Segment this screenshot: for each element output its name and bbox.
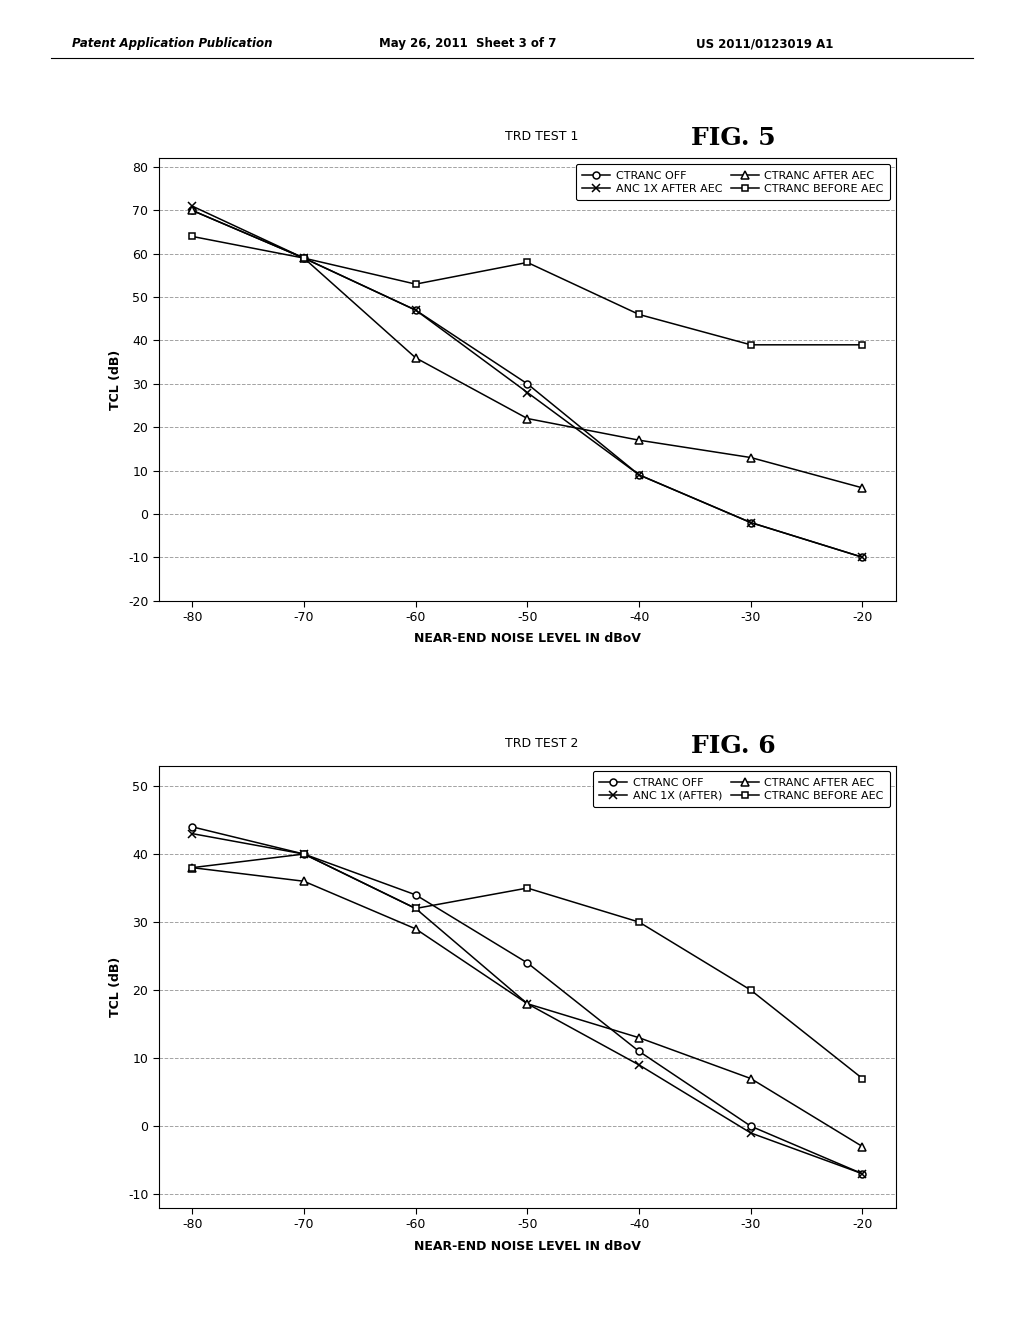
Line: CTRANC BEFORE AEC: CTRANC BEFORE AEC [188,232,866,348]
CTRANC BEFORE AEC [298,251,310,267]
CTRANC BEFORE AEC [521,880,534,896]
CTRANC AFTER AEC [856,480,868,496]
CTRANC BEFORE AEC [856,1071,868,1086]
CTRANC AFTER AEC [298,874,310,890]
CTRANC AFTER AEC [633,1030,645,1045]
CTRANC OFF [521,954,534,970]
CTRANC OFF [410,302,422,318]
CTRANC AFTER AEC [410,921,422,937]
CTRANC BEFORE AEC [856,337,868,352]
CTRANC BEFORE AEC [186,228,199,244]
CTRANC BEFORE AEC [298,846,310,862]
CTRANC OFF [856,549,868,565]
CTRANC AFTER AEC [521,411,534,426]
ANC 1X (AFTER) [521,995,534,1011]
Line: ANC 1X AFTER AEC: ANC 1X AFTER AEC [188,202,866,561]
CTRANC OFF [298,846,310,862]
X-axis label: NEAR-END NOISE LEVEL IN dBoV: NEAR-END NOISE LEVEL IN dBoV [414,632,641,645]
Text: Patent Application Publication: Patent Application Publication [72,37,272,50]
Text: FIG. 5: FIG. 5 [691,127,776,150]
Legend: CTRANC OFF, ANC 1X AFTER AEC, CTRANC AFTER AEC, CTRANC BEFORE AEC: CTRANC OFF, ANC 1X AFTER AEC, CTRANC AFT… [575,164,891,201]
CTRANC AFTER AEC [633,432,645,447]
CTRANC OFF [298,251,310,267]
Line: CTRANC AFTER AEC: CTRANC AFTER AEC [188,863,866,1151]
CTRANC OFF [633,1043,645,1059]
X-axis label: NEAR-END NOISE LEVEL IN dBoV: NEAR-END NOISE LEVEL IN dBoV [414,1239,641,1253]
Line: ANC 1X (AFTER): ANC 1X (AFTER) [188,829,866,1177]
ANC 1X (AFTER) [856,1166,868,1181]
CTRANC AFTER AEC [298,251,310,267]
Line: CTRANC AFTER AEC: CTRANC AFTER AEC [188,206,866,492]
Line: CTRANC BEFORE AEC: CTRANC BEFORE AEC [188,850,866,1082]
ANC 1X (AFTER) [633,1057,645,1073]
CTRANC OFF [410,887,422,903]
CTRANC AFTER AEC [186,202,199,218]
CTRANC OFF [186,202,199,218]
CTRANC OFF [744,1118,757,1134]
Line: CTRANC OFF: CTRANC OFF [188,207,866,561]
ANC 1X AFTER AEC [298,251,310,267]
Text: TRD TEST 1: TRD TEST 1 [506,129,579,143]
Text: US 2011/0123019 A1: US 2011/0123019 A1 [696,37,834,50]
CTRANC AFTER AEC [186,859,199,875]
CTRANC AFTER AEC [410,350,422,366]
Text: May 26, 2011  Sheet 3 of 7: May 26, 2011 Sheet 3 of 7 [379,37,556,50]
Text: FIG. 6: FIG. 6 [691,734,776,758]
CTRANC OFF [633,467,645,483]
ANC 1X AFTER AEC [633,467,645,483]
CTRANC AFTER AEC [744,450,757,466]
Y-axis label: TCL (dB): TCL (dB) [110,957,123,1016]
CTRANC BEFORE AEC [744,982,757,998]
ANC 1X AFTER AEC [186,198,199,214]
CTRANC AFTER AEC [521,995,534,1011]
CTRANC AFTER AEC [744,1071,757,1086]
ANC 1X (AFTER) [186,826,199,842]
CTRANC BEFORE AEC [744,337,757,352]
CTRANC BEFORE AEC [633,915,645,931]
Line: CTRANC OFF: CTRANC OFF [188,824,866,1177]
ANC 1X (AFTER) [744,1125,757,1140]
ANC 1X AFTER AEC [744,515,757,531]
ANC 1X AFTER AEC [521,384,534,400]
CTRANC BEFORE AEC [410,276,422,292]
CTRANC OFF [856,1166,868,1181]
Legend: CTRANC OFF, ANC 1X (AFTER), CTRANC AFTER AEC, CTRANC BEFORE AEC: CTRANC OFF, ANC 1X (AFTER), CTRANC AFTER… [593,771,891,808]
CTRANC BEFORE AEC [633,306,645,322]
CTRANC AFTER AEC [856,1139,868,1155]
CTRANC BEFORE AEC [410,900,422,916]
CTRANC BEFORE AEC [186,859,199,875]
ANC 1X AFTER AEC [410,302,422,318]
Text: TRD TEST 2: TRD TEST 2 [506,737,579,750]
CTRANC OFF [744,515,757,531]
ANC 1X (AFTER) [410,900,422,916]
ANC 1X (AFTER) [298,846,310,862]
CTRANC BEFORE AEC [521,255,534,271]
CTRANC OFF [186,818,199,834]
ANC 1X AFTER AEC [856,549,868,565]
Y-axis label: TCL (dB): TCL (dB) [110,350,123,409]
CTRANC OFF [521,376,534,392]
